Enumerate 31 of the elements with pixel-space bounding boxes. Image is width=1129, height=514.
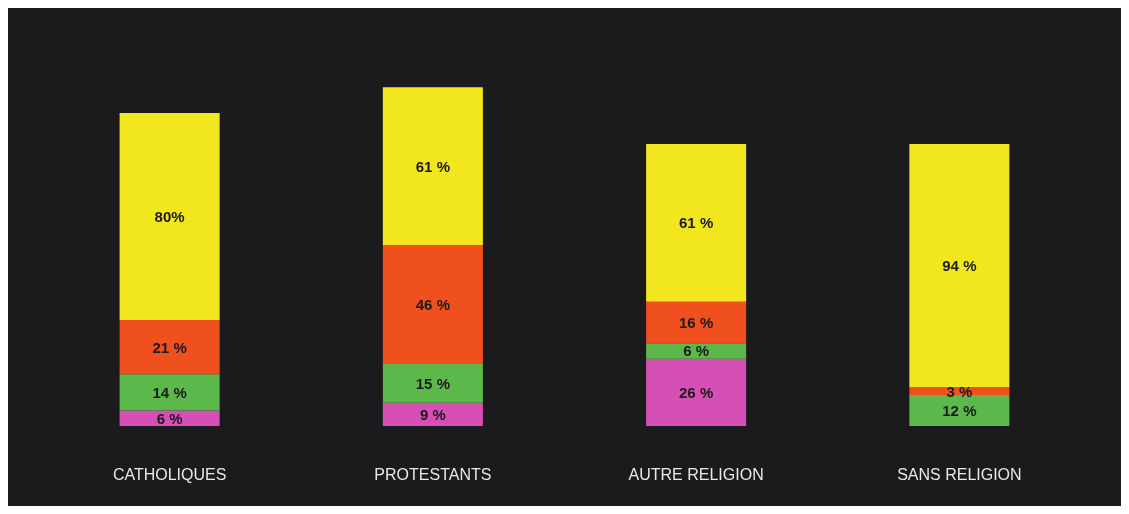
data-label: 61 %: [415, 157, 450, 175]
data-label: 9 %: [419, 405, 446, 423]
x-tick-label: SANS RELIGION: [897, 465, 1022, 483]
x-tick-label: PROTESTANTS: [374, 465, 492, 483]
bar: [646, 343, 747, 359]
bar: [909, 144, 1010, 388]
data-label: 26 %: [679, 383, 714, 401]
bar: [646, 358, 747, 426]
bar: [382, 363, 483, 403]
bar: [382, 244, 483, 364]
data-label: 80%: [154, 207, 185, 225]
data-label: 12 %: [942, 401, 977, 419]
data-label: 14 %: [152, 383, 187, 401]
bar: [382, 87, 483, 245]
data-label: 6 %: [683, 342, 710, 360]
bar: [119, 319, 220, 375]
bar: [646, 301, 747, 344]
x-tick-label: AUTRE RELIGION: [628, 465, 764, 483]
data-label: 15 %: [415, 374, 450, 392]
data-label: 16 %: [679, 314, 714, 332]
data-label: 21 %: [152, 338, 187, 356]
bar: [119, 113, 220, 320]
data-label: 94 %: [942, 257, 977, 275]
bar: [646, 144, 747, 302]
bar: [119, 410, 220, 426]
bar: [382, 402, 483, 426]
x-tick-label: CATHOLIQUES: [112, 465, 227, 483]
bar: [119, 374, 220, 411]
data-label: 46 %: [415, 295, 450, 313]
data-label: 61 %: [679, 214, 714, 232]
data-label: 6 %: [156, 409, 183, 427]
